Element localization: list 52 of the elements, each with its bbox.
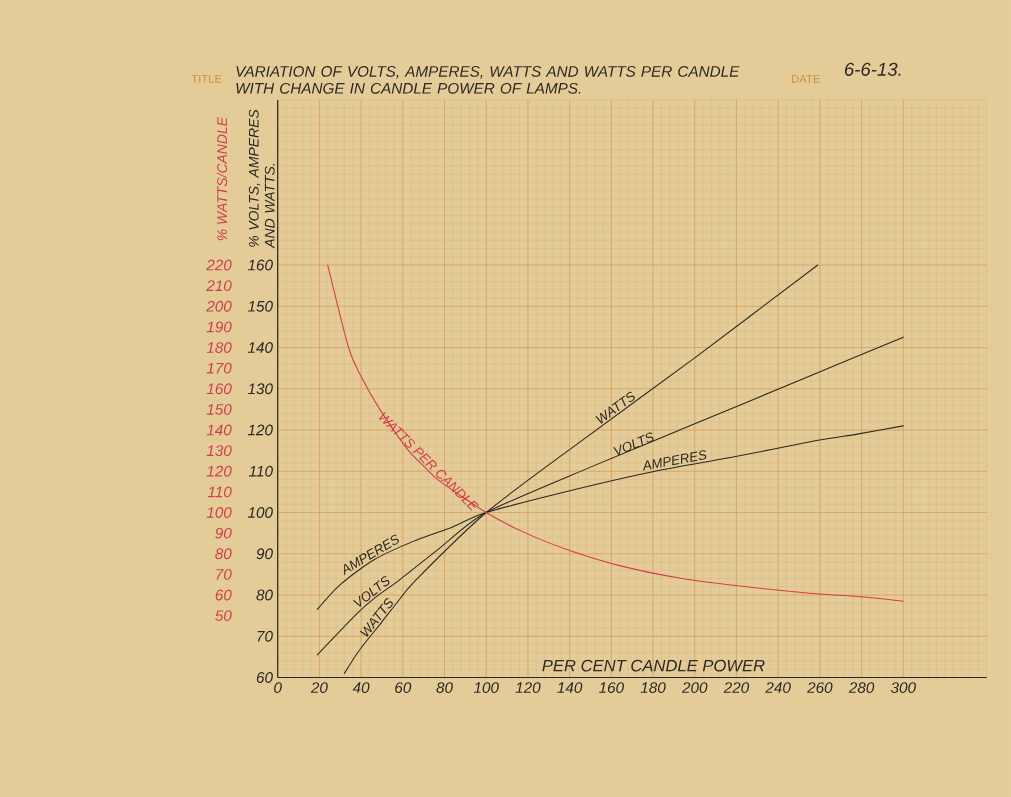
y2-tick-label: 110 <box>207 486 232 498</box>
y-tick-label: 160 <box>247 259 273 271</box>
y-tick-label: 100 <box>247 507 273 518</box>
y2-tick-label: 120 <box>206 465 232 477</box>
y2-tick-label: 60 <box>215 589 232 601</box>
text: DATE <box>791 74 820 83</box>
x-tick-label: 160 <box>598 682 624 693</box>
y2-tick-label: 160 <box>206 383 232 395</box>
y2-tick-label: 80 <box>215 548 232 560</box>
y2-tick-label: 140 <box>206 424 232 436</box>
y-tick-label: 140 <box>247 342 273 353</box>
y-tick-label: 120 <box>247 424 273 436</box>
x-tick-label: 20 <box>310 682 328 693</box>
y2-tick-label: 90 <box>215 527 232 539</box>
x-tick-label: 260 <box>807 682 833 693</box>
y-tick-label: 90 <box>256 548 273 560</box>
x-axis-title: PER CENT CANDLE POWER <box>542 659 765 672</box>
x-tick-label: 300 <box>890 682 916 693</box>
x-tick-label: 220 <box>723 682 750 693</box>
text: 6-6-13. <box>844 62 901 76</box>
y2-tick-label: 200 <box>206 300 232 312</box>
y2-tick-label: 130 <box>206 445 232 457</box>
y-axis-title: % VOLTS, AMPERES AND WATTS. <box>248 109 275 249</box>
y2-tick-label: 50 <box>215 610 232 621</box>
x-tick-label: 0 <box>274 682 282 693</box>
y2-tick-label: 70 <box>216 568 232 580</box>
x-tick-label: 100 <box>473 682 499 693</box>
y-tick-label: 70 <box>257 630 273 642</box>
x-tick-label: 80 <box>436 682 453 693</box>
x-tick-label: 40 <box>352 682 370 693</box>
x-tick-label: 200 <box>681 682 708 693</box>
x-tick-label: 240 <box>765 682 791 693</box>
y-tick-label: 110 <box>249 465 273 477</box>
x-tick-label: 60 <box>395 682 412 693</box>
y2-tick-label: 150 <box>206 403 232 415</box>
y2-tick-label: 170 <box>206 362 232 374</box>
y2-tick-label: 210 <box>206 280 232 292</box>
chart-title: VARIATION OF VOLTS, AMPERES, WATTS AND WATTS PER CANDLE WITH CHANGE IN CANDLE POWER OF LAMPS. <box>236 65 740 94</box>
text: TITLE <box>191 74 222 83</box>
y2-tick-label: 180 <box>206 342 232 353</box>
y2-tick-label: 220 <box>206 259 232 271</box>
y2-tick-label: 100 <box>206 507 232 518</box>
y-tick-label: 60 <box>256 672 273 683</box>
x-tick-label: 180 <box>640 682 666 693</box>
y-tick-label: 150 <box>247 300 273 312</box>
y-tick-label: 80 <box>256 589 273 601</box>
x-tick-label: 140 <box>557 682 583 693</box>
x-tick-label: 120 <box>515 682 541 693</box>
x-tick-label: 280 <box>848 682 875 693</box>
y-tick-label: 130 <box>247 383 273 395</box>
y2-tick-label: 190 <box>206 321 232 333</box>
y2-axis-title: % WATTS/CANDLE <box>216 116 228 241</box>
